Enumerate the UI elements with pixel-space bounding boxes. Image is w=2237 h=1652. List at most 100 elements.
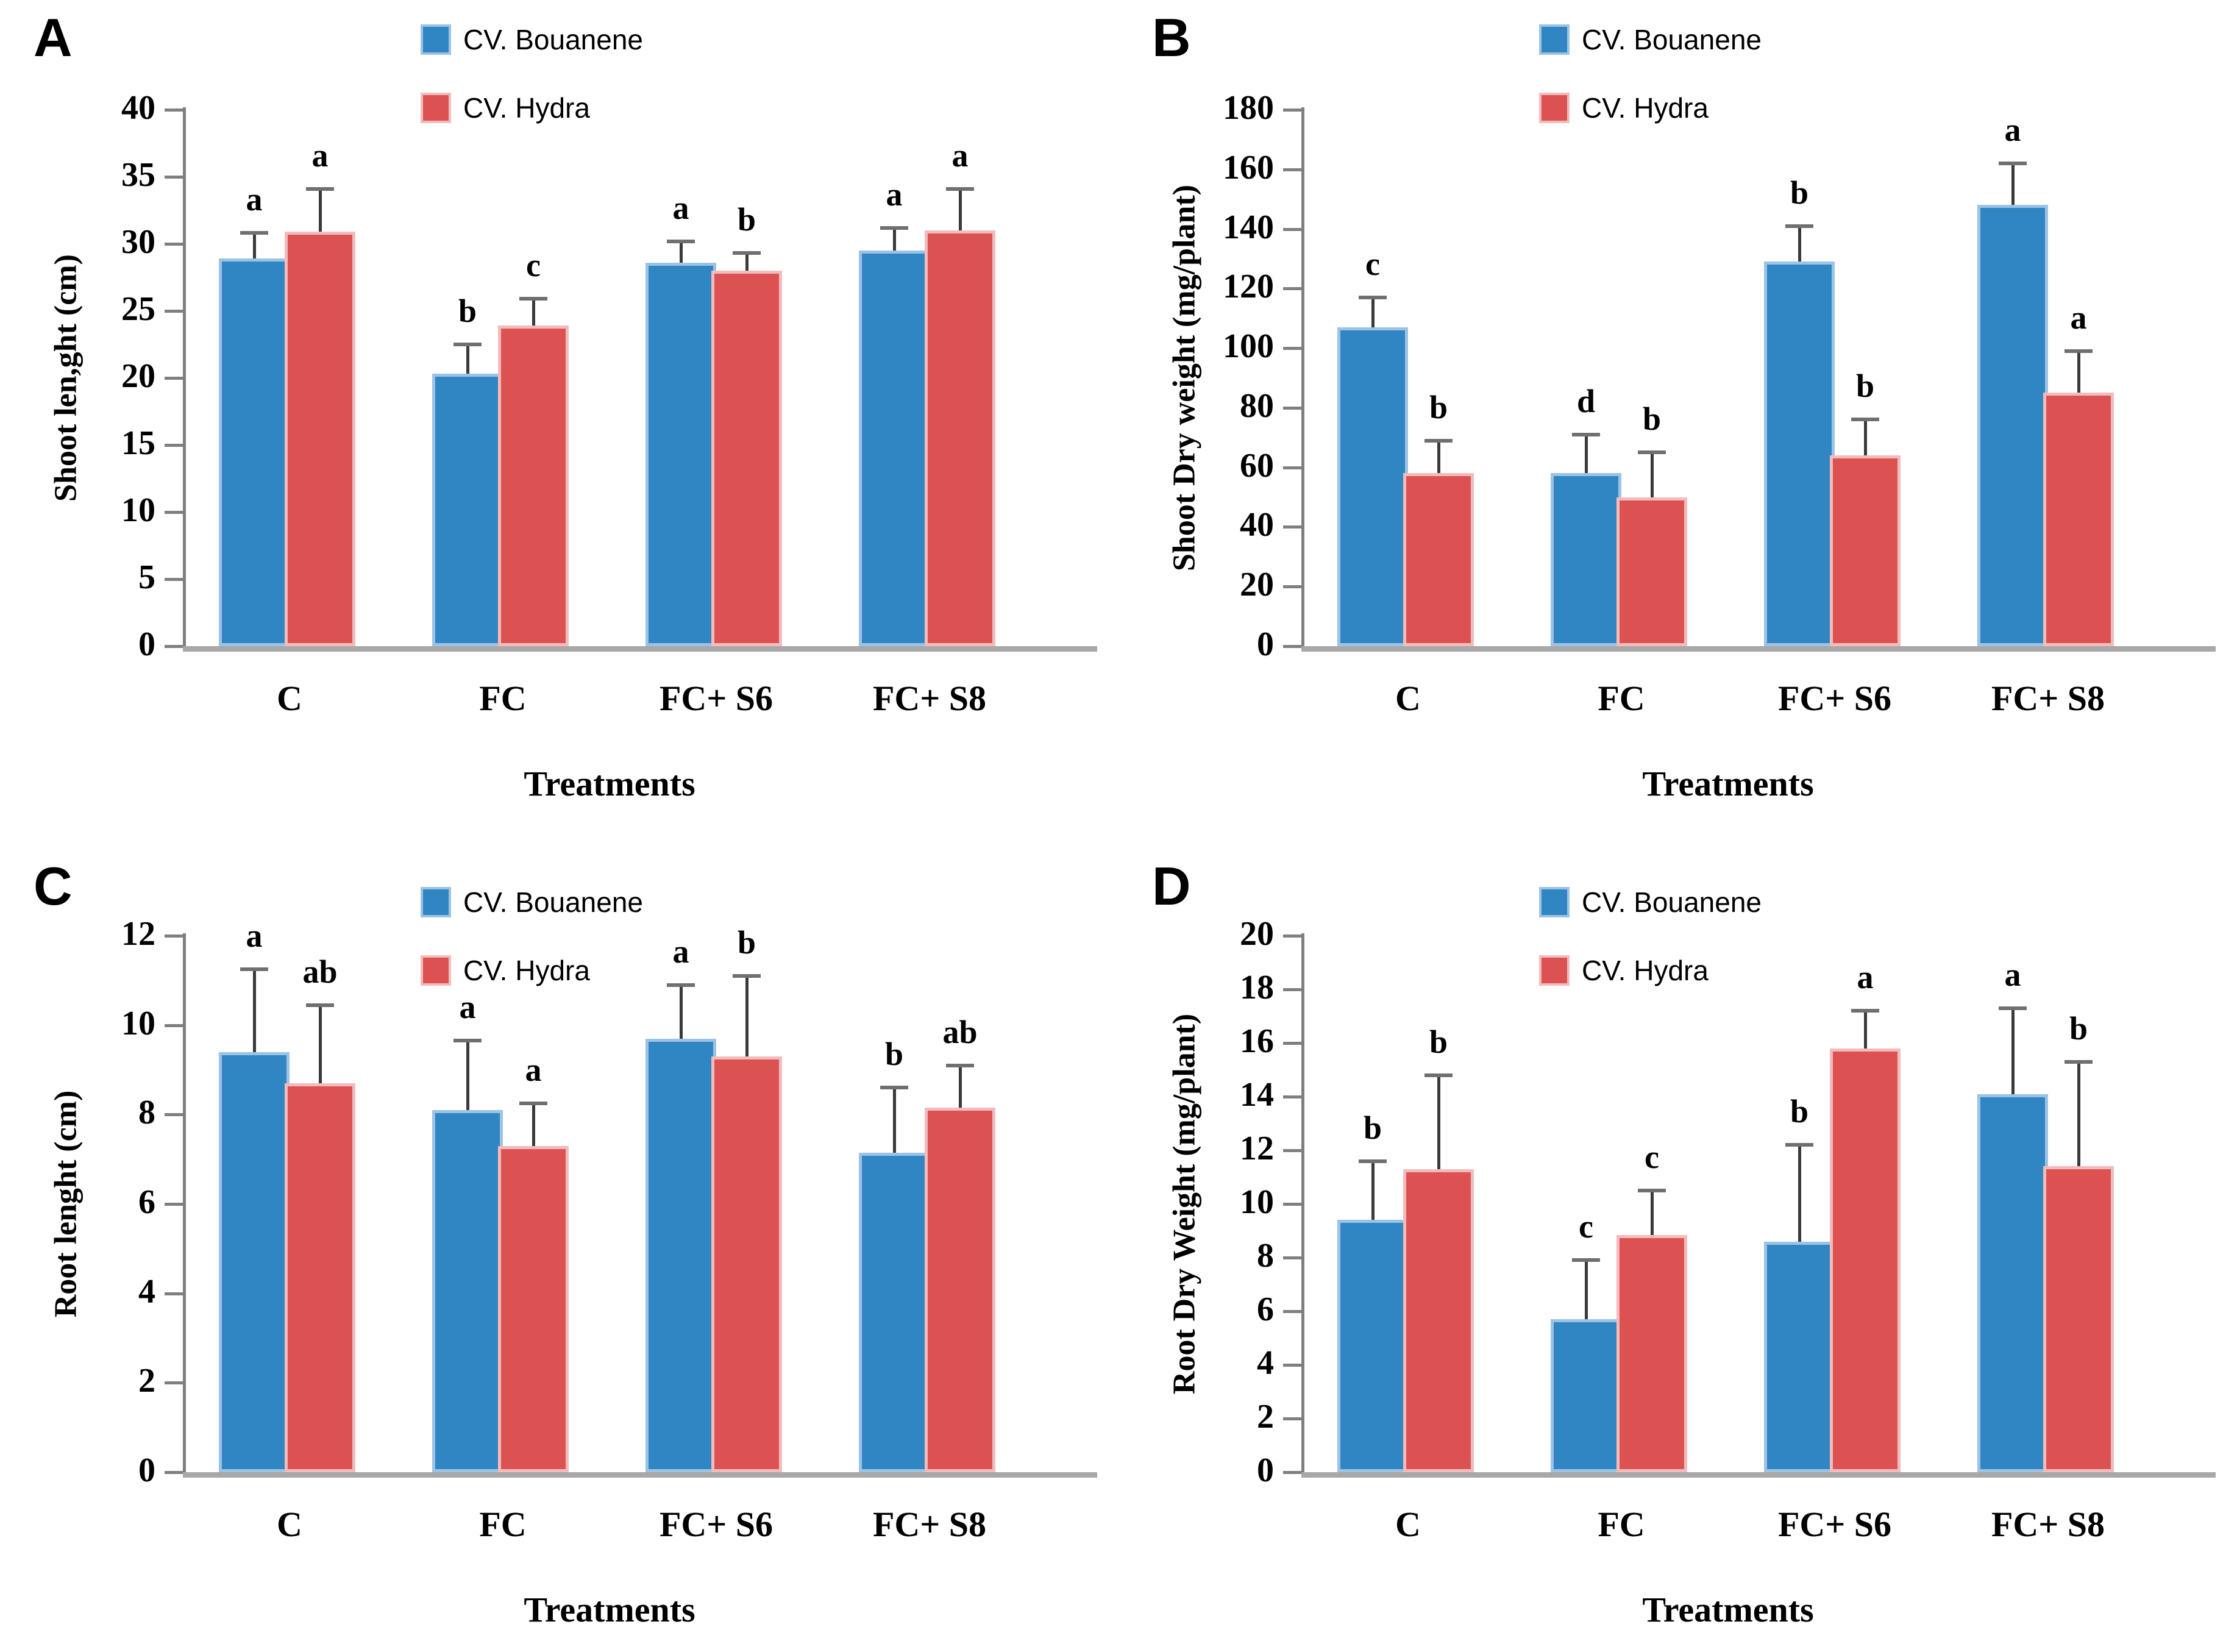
error-bar [532, 1103, 535, 1146]
error-bar-cap [306, 1003, 334, 1007]
legend-item-bouanene: CV. Bouanene [421, 884, 643, 920]
y-tick [1283, 988, 1301, 991]
y-tick-label: 0 [138, 625, 155, 663]
error-bar [319, 188, 322, 232]
y-tick [165, 1203, 183, 1206]
y-tick-label: 5 [138, 558, 155, 596]
y-tick-label: 40 [1240, 506, 1274, 544]
y-tick [165, 109, 183, 112]
y-tick-label: 12 [1240, 1130, 1274, 1167]
y-tick-label: 10 [1240, 1183, 1274, 1221]
error-bar-cap [733, 974, 761, 978]
bar-cv-bouanene-fc-s6 [645, 262, 716, 646]
panel-label: D [1152, 856, 1191, 916]
y-tick-label: 14 [1240, 1076, 1274, 1114]
bar-cv-hydra-fc-s8 [2043, 393, 2114, 646]
error-bar [1798, 226, 1801, 262]
y-tick [165, 444, 183, 447]
error-bar-cap [2065, 1059, 2093, 1064]
bar-cv-hydra-fc-s8 [2043, 1166, 2114, 1472]
y-tick [165, 578, 183, 581]
legend-label: CV. Bouanene [1582, 24, 1762, 55]
y-tick-label: 30 [121, 223, 155, 261]
significance-letter: b [1790, 174, 1809, 211]
legend-label: CV. Hydra [463, 92, 590, 124]
y-tick [165, 1381, 183, 1385]
y-tick [1283, 1310, 1301, 1313]
bar-cv-hydra-fc [1616, 1234, 1687, 1472]
y-tick [165, 511, 183, 514]
x-axis-title: Treatments [1642, 764, 1814, 803]
significance-letter: a [2004, 956, 2021, 993]
error-bar-cap [1851, 418, 1879, 422]
y-tick [165, 645, 183, 648]
error-bar-cap [453, 1039, 482, 1043]
error-bar-cap [1572, 1258, 1600, 1262]
significance-letter: a [246, 917, 263, 954]
legend-swatch-red-icon [1539, 955, 1570, 986]
error-bar-cap [1785, 1143, 1813, 1147]
error-bar [1651, 1191, 1654, 1235]
y-tick-label: 40 [121, 89, 155, 127]
y-tick-label: 18 [1240, 969, 1274, 1006]
x-tick-label: FC [1598, 1504, 1645, 1544]
bar-cv-bouanene-fc [1551, 1319, 1621, 1472]
panel-label: A [34, 7, 73, 68]
error-bar [893, 1088, 896, 1153]
significance-letter: b [737, 201, 756, 238]
legend-label: CV. Hydra [1582, 92, 1709, 124]
error-bar-cap [667, 239, 695, 243]
significance-letter: ab [302, 953, 338, 990]
bar-cv-hydra-fc [498, 1145, 569, 1472]
legend-label: CV. Bouanene [463, 886, 644, 918]
significance-letter: b [1429, 1023, 1448, 1060]
x-tick-label: C [1395, 678, 1421, 718]
y-tick-label: 8 [1257, 1237, 1274, 1275]
legend-swatch-red-icon [1539, 93, 1570, 123]
panel-root-dry-weight: D CV. Bouanene CV. Hydra 0 2 4 6 8 10 12 14 16 18… [1118, 826, 2237, 1652]
y-tick [165, 1471, 183, 1474]
error-bar-cap [1424, 438, 1453, 443]
significance-letter: c [1365, 246, 1380, 282]
bar-cv-hydra-fc-s6 [711, 271, 782, 646]
error-bar [2077, 351, 2080, 393]
y-tick-label: 0 [1257, 1451, 1274, 1489]
y-tick [1283, 1149, 1301, 1152]
significance-letter: a [886, 176, 903, 213]
plot-area: 0 2 4 6 8 10 12 14 16 18 20 Root Dry Weight (mg/pla… [1118, 826, 2237, 1652]
error-bar-cap [1785, 224, 1813, 228]
y-tick [1283, 935, 1301, 938]
y-tick-label: 140 [1223, 208, 1274, 246]
error-bar [680, 984, 683, 1039]
y-tick-label: 25 [121, 290, 155, 328]
x-axis-baseline [1301, 1472, 2216, 1478]
legend: CV. Bouanene CV. Hydra [1539, 21, 1762, 158]
error-bar [2011, 1008, 2015, 1094]
y-tick [1283, 406, 1301, 410]
y-tick-label: 2 [138, 1362, 155, 1400]
error-bar [1371, 1161, 1375, 1220]
y-tick [1283, 1417, 1301, 1420]
x-tick-label: FC [479, 678, 527, 718]
error-bar [319, 1005, 322, 1083]
y-axis-title: Shoot Dry weight (mg/plant) [1167, 184, 1202, 572]
y-axis [1301, 933, 1304, 1475]
error-bar-cap [1999, 162, 2027, 165]
y-tick [1283, 585, 1301, 589]
panel-root-length: C CV. Bouanene CV. Hydra 0 2 4 6 8 10 12 Root l… [0, 826, 1118, 1652]
y-tick-label: 2 [1257, 1398, 1274, 1436]
x-tick-label: FC [1598, 678, 1645, 718]
error-bar-cap [1572, 432, 1600, 436]
error-bar [253, 233, 256, 259]
x-tick-label: FC [479, 1504, 527, 1544]
significance-letter: a [1857, 959, 1874, 996]
bar-cv-bouanene-c [1337, 1220, 1408, 1472]
bar-cv-hydra-fc-s6 [711, 1056, 782, 1472]
y-tick-label: 0 [138, 1451, 155, 1489]
legend-item-hydra: CV. Hydra [1539, 90, 1762, 126]
y-tick [1283, 168, 1301, 171]
legend-item-bouanene: CV. Bouanene [421, 21, 643, 58]
legend-swatch-red-icon [421, 93, 451, 123]
error-bar [1798, 1145, 1801, 1242]
